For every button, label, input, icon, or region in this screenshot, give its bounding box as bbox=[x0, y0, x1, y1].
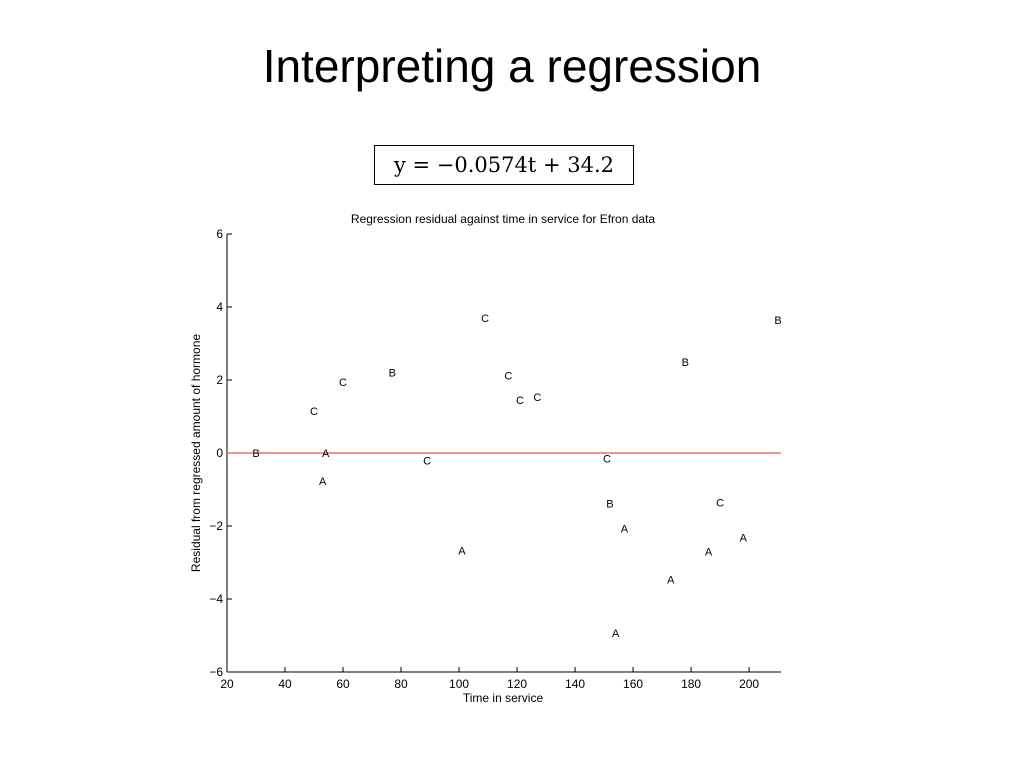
chart-axes: 20 40 60 80 100 120 140 160 180 200 −6 −4 −2 0 2 4 6 bbox=[209, 227, 781, 691]
x-tick-label: 80 bbox=[394, 677, 408, 691]
data-point-a: A bbox=[319, 476, 327, 488]
data-point-c: C bbox=[603, 453, 611, 465]
x-tick-label: 60 bbox=[336, 677, 350, 691]
x-tick-label: 180 bbox=[681, 677, 701, 691]
y-tick-label: 4 bbox=[216, 300, 223, 314]
regression-equation: y = −0.0574t + 34.2 bbox=[374, 145, 634, 185]
data-point-a: A bbox=[740, 533, 748, 545]
slide-title: Interpreting a regression bbox=[262, 40, 762, 92]
data-point-a: A bbox=[705, 547, 713, 559]
x-tick-label: 160 bbox=[623, 677, 643, 691]
y-tick-label: −4 bbox=[209, 592, 223, 606]
data-point-b: B bbox=[774, 315, 781, 327]
x-tick-label: 20 bbox=[220, 677, 234, 691]
data-point-a: A bbox=[621, 524, 629, 536]
data-point-b: B bbox=[389, 367, 396, 379]
data-point-c: C bbox=[339, 377, 347, 389]
y-tick-label: −6 bbox=[209, 665, 223, 679]
x-tick-label: 120 bbox=[507, 677, 527, 691]
x-tick-label: 100 bbox=[449, 677, 469, 691]
chart-title: Regression residual against time in serv… bbox=[351, 212, 655, 226]
data-point-a: A bbox=[458, 545, 466, 557]
x-tick-label: 140 bbox=[565, 677, 585, 691]
x-axis-label: Time in service bbox=[463, 691, 544, 705]
data-point-b: B bbox=[682, 357, 689, 369]
data-point-a: A bbox=[667, 574, 675, 586]
data-point-b: B bbox=[606, 498, 613, 510]
regression-equation-text: y = −0.0574t + 34.2 bbox=[393, 153, 615, 177]
data-point-a: A bbox=[322, 448, 330, 460]
data-point-c: C bbox=[423, 456, 431, 468]
data-point-c: C bbox=[716, 497, 724, 509]
y-tick-label: −2 bbox=[209, 519, 223, 533]
data-point-a: A bbox=[612, 628, 620, 640]
data-point-c: C bbox=[504, 370, 512, 382]
y-axis-label: Residual from regressed amount of hormon… bbox=[189, 334, 203, 572]
data-point-c: C bbox=[310, 406, 318, 418]
x-tick-label: 40 bbox=[278, 677, 292, 691]
data-point-c: C bbox=[533, 392, 541, 404]
y-tick-label: 2 bbox=[216, 373, 223, 387]
x-tick-label: 200 bbox=[739, 677, 759, 691]
data-point-b: B bbox=[252, 448, 259, 460]
y-tick-label: 6 bbox=[216, 227, 223, 241]
data-point-c: C bbox=[481, 313, 489, 325]
y-tick-label: 0 bbox=[216, 446, 223, 460]
data-point-c: C bbox=[516, 395, 524, 407]
